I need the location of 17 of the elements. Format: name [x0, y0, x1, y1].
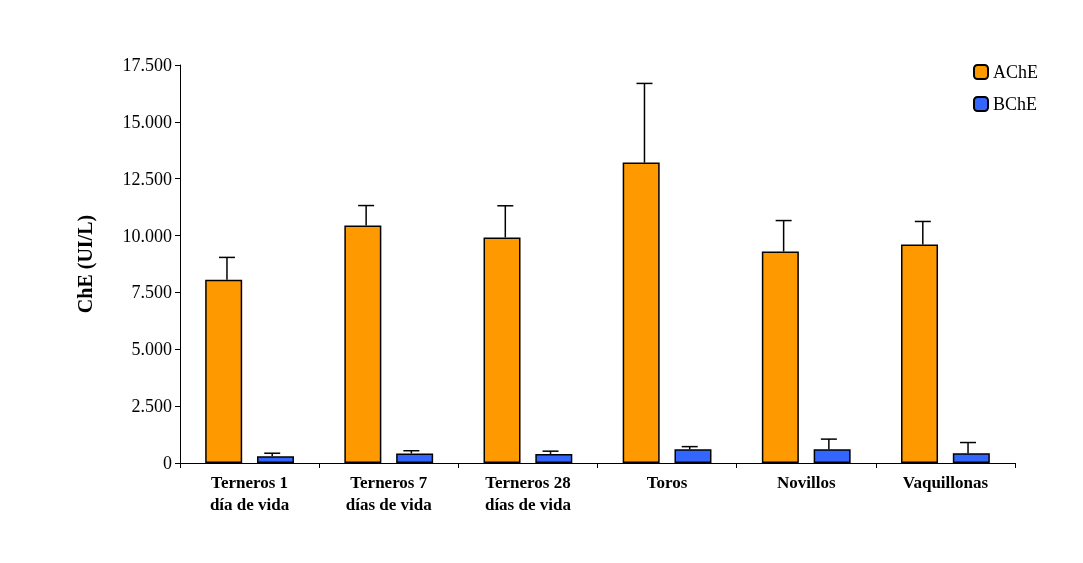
- x-tick-label: Terneros 1 día de vida: [209, 472, 290, 514]
- y-tick-label: 7.500: [131, 282, 172, 303]
- y-axis-title: ChE (UI/L): [74, 214, 97, 314]
- x-tick-label: Terneros 28 días de vida: [484, 472, 572, 514]
- y-tick-label: 12.500: [122, 168, 172, 189]
- x-tick-label: Toros: [646, 472, 688, 492]
- y-tick-label: 10.000: [122, 225, 172, 246]
- y-tick-label: 2.500: [131, 396, 172, 417]
- x-tick-label: Vaquillonas: [902, 472, 989, 492]
- y-tick-label: 15.000: [122, 111, 172, 132]
- x-tick-label: Terneros 7 días de vida: [345, 472, 433, 514]
- y-tick-label: 5.000: [131, 339, 172, 360]
- x-tick-label: Novillos: [776, 472, 836, 492]
- y-tick-label: 0: [163, 453, 172, 473]
- legend-label: AChE: [993, 62, 1038, 82]
- legend-label: BChE: [993, 94, 1038, 114]
- y-tick-label: 17.500: [122, 55, 172, 75]
